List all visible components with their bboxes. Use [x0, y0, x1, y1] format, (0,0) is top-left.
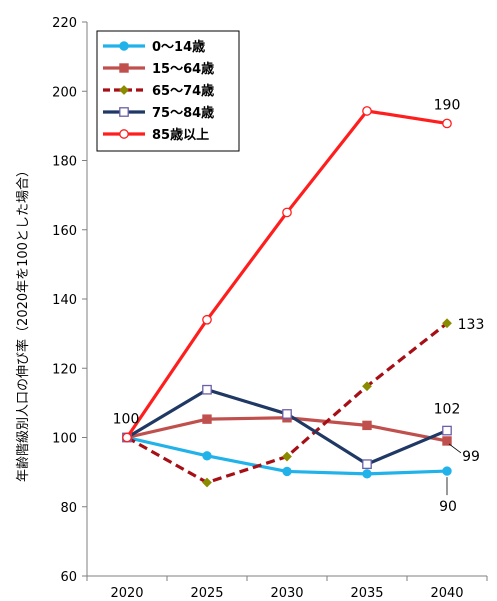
series-point	[282, 207, 292, 218]
series-point	[202, 451, 212, 461]
series-point	[202, 314, 212, 325]
y-tick-label: 100	[52, 432, 77, 447]
y-tick-label: 60	[60, 570, 77, 585]
x-tick-label: 2035	[350, 586, 383, 601]
y-tick-label: 80	[60, 501, 77, 516]
legend-marker	[119, 41, 129, 51]
series-layer	[122, 106, 452, 488]
data-label: 133	[458, 317, 485, 333]
series-point	[442, 118, 452, 129]
series-point	[202, 384, 212, 395]
series-point	[362, 469, 372, 479]
data-label-leader	[448, 443, 462, 454]
y-tick-label: 140	[52, 293, 77, 308]
data-labels: 100 190 133 102 99 90	[113, 97, 485, 515]
series-point	[282, 451, 292, 462]
legend-item: 15～64歳	[103, 61, 214, 77]
y-tick-label: 200	[52, 85, 77, 100]
legend-item: 65～74歳	[103, 83, 214, 99]
series-point	[442, 425, 452, 436]
legend-item: 85歳以上	[103, 127, 209, 143]
y-tick-label: 120	[52, 362, 77, 377]
series-point	[442, 436, 452, 446]
legend-marker	[119, 85, 129, 95]
y-axis-label: 年齢階級別人口の伸び率（2020年を100とした場合）	[15, 164, 31, 482]
x-tick-label: 2040	[430, 586, 463, 601]
legend-label: 75～84歳	[152, 105, 214, 121]
series-point	[122, 432, 132, 443]
series-point	[282, 466, 292, 477]
series-point	[362, 106, 372, 116]
legend-marker	[119, 107, 129, 117]
legend-item: 0～14歳	[103, 39, 205, 55]
legend-marker	[119, 63, 129, 73]
series-point	[442, 466, 452, 476]
legend-label: 65～74歳	[152, 83, 214, 99]
series-point	[282, 409, 292, 419]
series-point	[362, 420, 372, 431]
series-point	[362, 459, 372, 470]
series-point	[362, 381, 372, 392]
series-3	[122, 318, 452, 488]
series-point	[202, 477, 212, 488]
x-tick-label: 2025	[190, 586, 223, 601]
data-label: 99	[462, 449, 480, 465]
x-tick-label: 2020	[110, 586, 143, 601]
data-label: 90	[439, 499, 457, 515]
data-label: 100	[113, 412, 140, 428]
series-5	[122, 106, 452, 443]
legend-label: 0～14歳	[152, 39, 205, 55]
legend-marker	[119, 129, 129, 139]
legend-label: 15～64歳	[152, 61, 214, 77]
legend-label: 85歳以上	[152, 127, 209, 143]
axes: 60 80 100 120 140 160 180 200 220 2020 2025 2030 203…	[52, 16, 488, 601]
y-tick-label: 180	[52, 155, 77, 170]
series-point	[202, 414, 212, 424]
y-tick-label: 160	[52, 224, 77, 239]
legend-item: 75～84歳	[103, 105, 214, 121]
legend: 0～14歳 15～64歳 65～74歳 75～84歳 85歳以上	[96, 30, 240, 152]
x-tick-label: 2030	[270, 586, 303, 601]
y-tick-label: 220	[52, 16, 77, 31]
data-label: 102	[434, 402, 461, 418]
series-line	[125, 109, 448, 439]
data-label: 190	[434, 97, 461, 113]
series-point	[442, 318, 452, 329]
